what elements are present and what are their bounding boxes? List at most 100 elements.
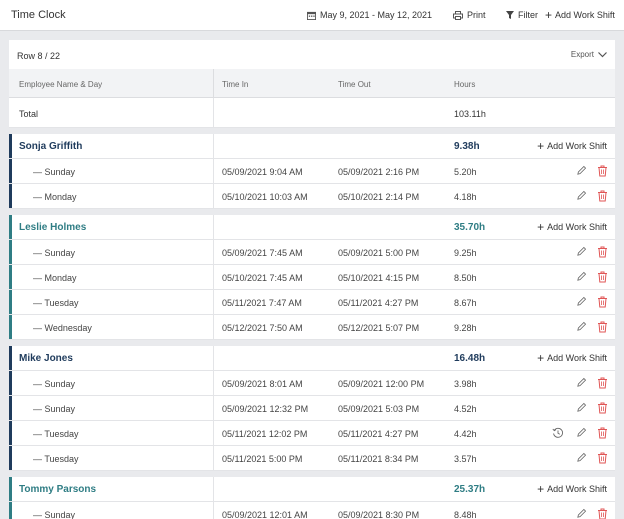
pencil-icon[interactable] (576, 190, 587, 203)
filter-label: Filter (518, 10, 538, 20)
pencil-icon[interactable] (576, 165, 587, 178)
shift-day: — Sunday (33, 167, 76, 177)
calendar-icon (307, 11, 316, 20)
shift-hours: 8.50h (454, 273, 477, 283)
filter-button[interactable]: Filter (506, 10, 538, 20)
column-divider (213, 265, 214, 290)
add-work-shift-button[interactable]: + Add Work Shift (537, 219, 607, 234)
shift-day: — Monday (33, 273, 77, 283)
column-divider (213, 396, 214, 421)
group-accent-bar (9, 134, 12, 209)
column-divider (213, 315, 214, 340)
column-divider (213, 290, 214, 315)
shift-row: — Sunday 05/09/2021 12:32 PM 05/09/2021 5:… (9, 396, 615, 421)
group-accent-bar (9, 477, 12, 519)
shift-row: — Monday 05/10/2021 7:45 AM 05/10/2021 4:1… (9, 265, 615, 290)
printer-icon (453, 10, 463, 20)
shift-time-in: 05/09/2021 9:04 AM (222, 167, 303, 177)
shift-time-in: 05/09/2021 8:01 AM (222, 379, 303, 389)
trash-icon[interactable] (597, 296, 608, 310)
employee-group: Sonja Griffith 9.38h + Add Work Shift — Sund… (9, 128, 615, 209)
shift-hours: 9.28h (454, 323, 477, 333)
trash-icon[interactable] (597, 402, 608, 416)
trash-icon[interactable] (597, 165, 608, 179)
employee-group: Mike Jones 16.48h + Add Work Shift — Sunday 0… (9, 340, 615, 471)
add-work-shift-button[interactable]: + Add Work Shift (537, 138, 607, 153)
column-time-in[interactable]: Time In (222, 80, 249, 89)
column-time-out[interactable]: Time Out (338, 80, 371, 89)
column-divider (213, 159, 214, 184)
shift-time-in: 05/12/2021 7:50 AM (222, 323, 303, 333)
employee-name[interactable]: Tommy Parsons (19, 484, 97, 495)
shift-day: — Sunday (33, 404, 76, 414)
add-work-shift-button[interactable]: + Add Work Shift (537, 483, 607, 495)
shift-time-out: 05/09/2021 2:16 PM (338, 167, 420, 177)
pencil-icon[interactable] (576, 427, 587, 440)
shift-time-in: 05/11/2021 12:02 PM (222, 429, 308, 439)
shift-day: — Tuesday (33, 298, 79, 308)
trash-icon[interactable] (597, 321, 608, 335)
column-divider (213, 215, 214, 240)
plus-icon: + (537, 138, 545, 153)
shift-time-in: 05/11/2021 7:47 AM (222, 298, 302, 308)
column-hours[interactable]: Hours (454, 80, 476, 89)
employee-name[interactable]: Mike Jones (19, 353, 73, 364)
filter-icon (506, 11, 514, 19)
plus-icon: + (537, 219, 545, 234)
shift-day: — Tuesday (33, 454, 79, 464)
shift-row: — Tuesday 05/11/2021 7:47 AM 05/11/2021 4:… (9, 290, 615, 315)
shift-time-in: 05/10/2021 7:45 AM (222, 273, 303, 283)
shift-hours: 9.25h (454, 248, 477, 258)
column-divider (213, 346, 214, 371)
total-hours: 103.11h (454, 109, 486, 119)
shift-row: — Sunday 05/09/2021 8:01 AM 05/09/2021 12:… (9, 371, 615, 396)
pencil-icon[interactable] (576, 452, 587, 465)
shift-hours: 8.48h (454, 510, 477, 519)
column-employee[interactable]: Employee Name & Day (19, 80, 103, 89)
shift-time-out: 05/12/2021 5:07 PM (338, 323, 420, 333)
employee-total-hours: 25.37h (454, 484, 486, 495)
trash-icon[interactable] (597, 246, 608, 260)
shift-hours: 4.52h (454, 404, 477, 414)
print-button[interactable]: Print (453, 10, 486, 20)
add-work-shift-label: Add Work Shift (547, 353, 607, 363)
trash-icon[interactable] (597, 190, 608, 204)
pencil-icon[interactable] (576, 508, 587, 519)
employee-name[interactable]: Leslie Holmes (19, 222, 87, 233)
column-divider (213, 446, 214, 471)
add-work-shift-button[interactable]: + Add Work Shift (545, 9, 615, 21)
shift-hours: 8.67h (454, 298, 477, 308)
trash-icon[interactable] (597, 508, 608, 519)
row-count: Row 8 / 22 (17, 51, 61, 61)
column-divider (213, 134, 214, 159)
pencil-icon[interactable] (576, 246, 587, 259)
trash-icon[interactable] (597, 271, 608, 285)
trash-icon[interactable] (597, 452, 608, 466)
employee-name[interactable]: Sonja Griffith (19, 141, 83, 152)
pencil-icon[interactable] (576, 377, 587, 390)
export-label: Export (570, 50, 594, 59)
pencil-icon[interactable] (576, 402, 587, 415)
pencil-icon[interactable] (576, 321, 587, 334)
shift-time-out: 05/09/2021 5:00 PM (338, 248, 420, 258)
table-header: Employee Name & Day Time In Time Out Hou… (9, 69, 615, 98)
shift-time-in: 05/11/2021 5:00 PM (222, 454, 303, 464)
add-work-shift-button[interactable]: + Add Work Shift (537, 352, 607, 364)
column-divider (213, 477, 214, 502)
date-range-picker[interactable]: May 9, 2021 - May 12, 2021 (307, 10, 432, 20)
history-icon[interactable] (552, 427, 564, 441)
trash-icon[interactable] (597, 377, 608, 391)
shift-day: — Tuesday (33, 429, 79, 439)
print-label: Print (467, 10, 486, 20)
shift-row: — Wednesday 05/12/2021 7:50 AM 05/12/2021 … (9, 315, 615, 340)
shift-row: — Sunday 05/09/2021 7:45 AM 05/09/2021 5:0… (9, 240, 615, 265)
employee-header-row: Tommy Parsons 25.37h + Add Work Shift (9, 477, 615, 502)
shift-time-in: 05/09/2021 12:32 PM (222, 404, 309, 414)
add-work-shift-label: Add Work Shift (547, 222, 607, 232)
pencil-icon[interactable] (576, 271, 587, 284)
shift-row: — Tuesday 05/11/2021 5:00 PM 05/11/2021 8:… (9, 446, 615, 471)
pencil-icon[interactable] (576, 296, 587, 309)
shift-row: — Sunday 05/09/2021 12:01 AM 05/09/2021 8:… (9, 502, 615, 519)
trash-icon[interactable] (597, 427, 608, 441)
export-dropdown[interactable]: Export (571, 50, 607, 59)
